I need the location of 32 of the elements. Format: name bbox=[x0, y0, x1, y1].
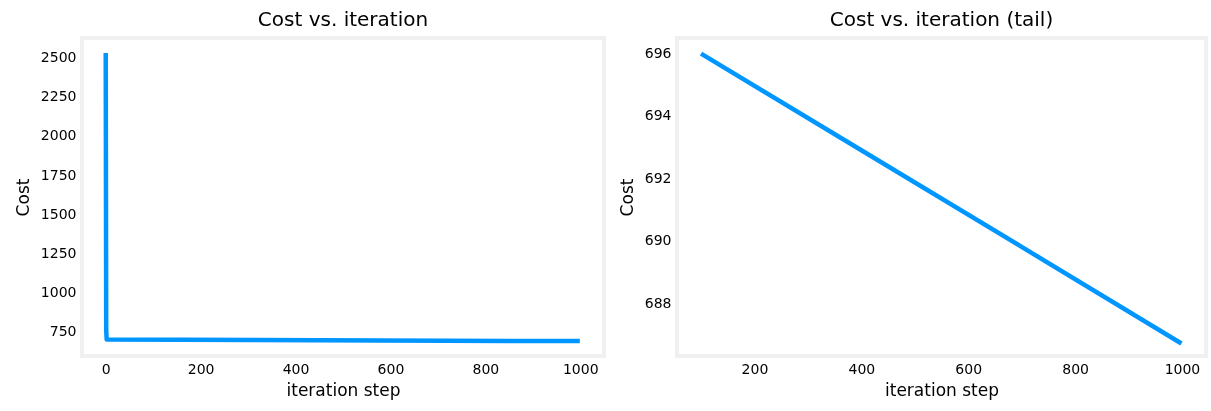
y-tick-label: 2250 bbox=[40, 88, 77, 105]
y-tick-label: 688 bbox=[644, 294, 672, 311]
chart-title: Cost vs. iteration bbox=[257, 7, 429, 31]
y-tick-label: 690 bbox=[644, 232, 672, 249]
x-tick-label: 0 bbox=[101, 360, 111, 377]
y-tick-label: 694 bbox=[644, 107, 672, 124]
x-tick-label: 1000 bbox=[562, 360, 599, 377]
y-tick-label: 1000 bbox=[40, 284, 77, 301]
chart-title: Cost vs. iteration (tail) bbox=[829, 7, 1054, 31]
x-tick-label: 200 bbox=[187, 360, 215, 377]
y-axis-title: Cost bbox=[616, 178, 637, 217]
x-tick-label: 200 bbox=[741, 360, 769, 377]
x-tick-label: 600 bbox=[955, 360, 983, 377]
x-tick-label: 800 bbox=[472, 360, 500, 377]
x-axis-title: iteration step bbox=[885, 379, 999, 400]
x-tick-label: 800 bbox=[1062, 360, 1089, 377]
x-tick-label: 1000 bbox=[1164, 360, 1201, 377]
x-tick-label: 400 bbox=[282, 360, 310, 377]
y-tick-label: 2500 bbox=[40, 49, 77, 66]
y-tick-label: 2000 bbox=[40, 127, 77, 144]
y-tick-label: 750 bbox=[49, 323, 77, 340]
y-tick-label: 1250 bbox=[40, 244, 77, 261]
x-axis-title: iteration step bbox=[286, 379, 401, 400]
x-tick-label: 400 bbox=[848, 360, 876, 377]
y-axis-title: Cost bbox=[12, 178, 33, 217]
y-tick-label: 1500 bbox=[40, 205, 77, 222]
line-series bbox=[103, 50, 583, 344]
x-tick-label: 600 bbox=[377, 360, 405, 377]
y-tick-label: 692 bbox=[644, 169, 672, 186]
y-tick-label: 696 bbox=[644, 45, 672, 62]
y-tick-label: 1750 bbox=[40, 166, 77, 183]
line-series bbox=[698, 51, 1184, 346]
